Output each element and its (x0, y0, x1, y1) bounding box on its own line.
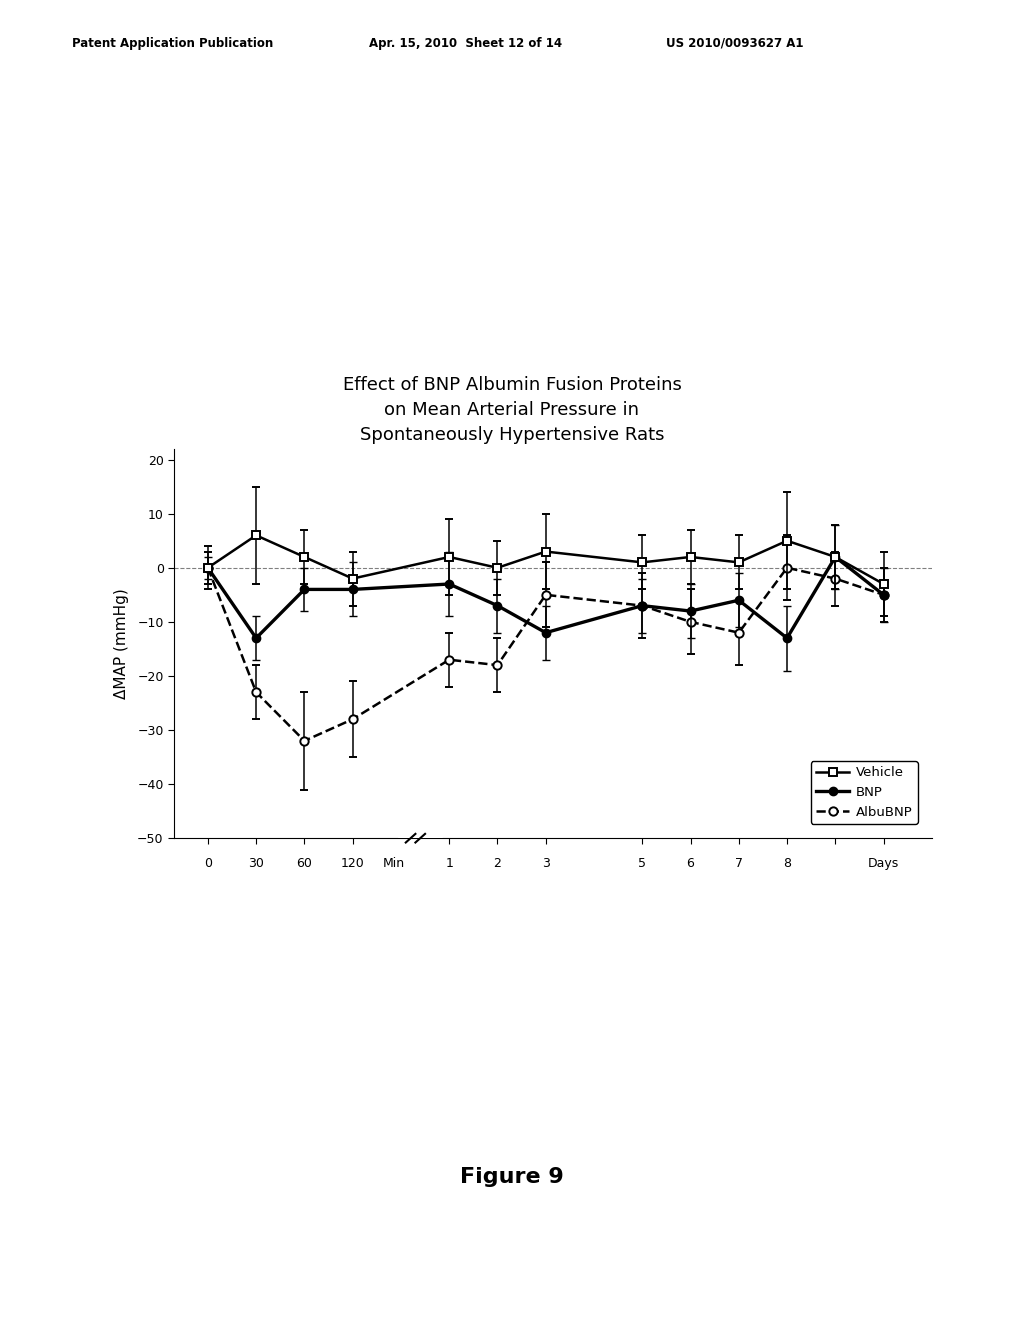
Y-axis label: ΔMAP (mmHg): ΔMAP (mmHg) (114, 589, 129, 698)
Text: 2: 2 (494, 857, 502, 870)
Text: Figure 9: Figure 9 (460, 1167, 564, 1188)
Text: 120: 120 (341, 857, 365, 870)
Text: Apr. 15, 2010  Sheet 12 of 14: Apr. 15, 2010 Sheet 12 of 14 (369, 37, 562, 50)
Text: Effect of BNP Albumin Fusion Proteins
on Mean Arterial Pressure in
Spontaneously: Effect of BNP Albumin Fusion Proteins on… (343, 376, 681, 445)
Text: Patent Application Publication: Patent Application Publication (72, 37, 273, 50)
Legend: Vehicle, BNP, AlbuBNP: Vehicle, BNP, AlbuBNP (811, 762, 918, 824)
Text: 6: 6 (686, 857, 694, 870)
Text: 3: 3 (542, 857, 550, 870)
Text: 1: 1 (445, 857, 454, 870)
Text: 5: 5 (638, 857, 646, 870)
Text: 60: 60 (297, 857, 312, 870)
Text: 8: 8 (783, 857, 792, 870)
Text: 0: 0 (204, 857, 212, 870)
Text: 30: 30 (248, 857, 264, 870)
Text: 7: 7 (735, 857, 742, 870)
Text: US 2010/0093627 A1: US 2010/0093627 A1 (666, 37, 803, 50)
Text: Min: Min (383, 857, 404, 870)
Text: Days: Days (868, 857, 899, 870)
